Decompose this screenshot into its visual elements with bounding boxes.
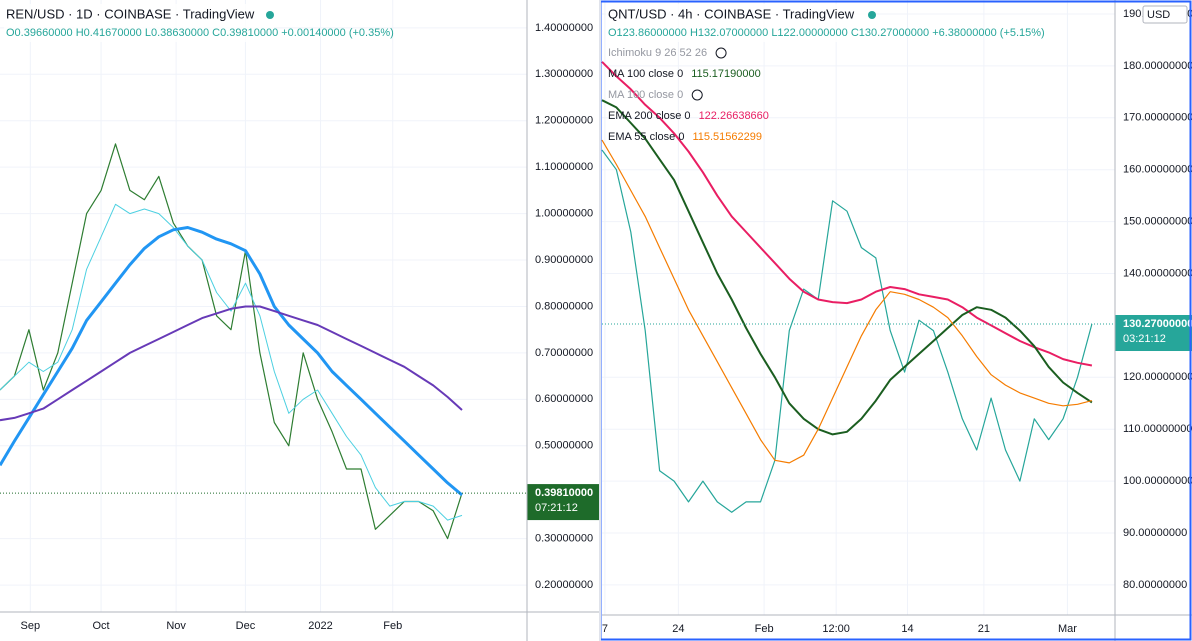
x-tick-label: Sep — [21, 620, 41, 632]
price-tag — [527, 484, 600, 521]
y-tick-label: 150.00000000 — [1123, 216, 1192, 228]
currency-box[interactable] — [1142, 5, 1188, 24]
x-tick-label: 14 — [901, 623, 913, 635]
x-tick-label: 21 — [978, 623, 990, 635]
y-tick-label: 1.10000000 — [535, 161, 593, 173]
y-tick-label: 0.90000000 — [535, 254, 593, 266]
hidden-icon[interactable] — [715, 47, 727, 59]
countdown: 07:21:12 — [535, 502, 578, 514]
price-tag — [1115, 315, 1192, 352]
price-line — [0, 203, 463, 521]
y-tick-label: 100.00000000 — [1123, 475, 1192, 487]
indicator-value: 115.51562299 — [692, 131, 762, 143]
y-tick-label: 170.00000000 — [1123, 112, 1192, 124]
x-tick-label: Oct — [93, 620, 110, 632]
y-tick-label: 80.00000000 — [1123, 579, 1187, 591]
price-line — [0, 226, 463, 497]
y-tick-label: 0.20000000 — [535, 579, 593, 591]
x-tick-label: Nov — [166, 620, 186, 632]
x-tick-label: 7 — [602, 623, 608, 635]
x-tick-label: Dec — [236, 620, 256, 632]
price-line — [0, 143, 463, 540]
hidden-icon[interactable] — [691, 89, 703, 101]
y-tick-label: 0.80000000 — [535, 300, 593, 312]
indicator-label[interactable]: MA 100 close 0 — [608, 68, 683, 80]
y-tick-label: 1.40000000 — [535, 22, 593, 34]
indicator-value: 122.26638660 — [699, 110, 769, 122]
price-line — [0, 305, 463, 422]
y-tick-label: 1.20000000 — [535, 115, 593, 127]
y-tick-label: 160.00000000 — [1123, 164, 1192, 176]
indicator-label[interactable]: EMA 200 close 0 — [608, 110, 691, 122]
price-line — [601, 61, 1093, 367]
y-tick-label: 0.60000000 — [535, 393, 593, 405]
y-tick-label: 140.00000000 — [1123, 267, 1192, 279]
ohlc: O0.39660000 H0.41670000 L0.38630000 C0.3… — [6, 27, 394, 39]
ohlc: O123.86000000 H132.07000000 L122.0000000… — [608, 27, 1045, 39]
x-tick-label: 12:00 — [822, 623, 850, 635]
chart-panel: 190.00000000180.00000000170.00000000160.… — [601, 0, 1192, 641]
price-line — [601, 99, 1093, 436]
chart-panel: 1.40000000 1.30000000 1.20000000 1.10000000… — [0, 0, 600, 641]
y-tick-label: 0.50000000 — [535, 440, 593, 452]
x-tick-label: Feb — [383, 620, 402, 632]
status-dot — [868, 11, 876, 19]
y-tick-label: 1.30000000 — [535, 68, 593, 80]
y-tick-label: 120.00000000 — [1123, 371, 1192, 383]
y-tick-label: 110.00000000 — [1123, 423, 1192, 435]
symbol-title: QNT/USD · 4h · COINBASE · TradingView — [608, 6, 855, 21]
indicator-label[interactable]: Ichimoku 9 26 52 26 — [608, 47, 707, 59]
currency[interactable]: USD — [1147, 9, 1170, 21]
y-tick-label: 90.00000000 — [1123, 527, 1187, 539]
price-line — [601, 149, 1093, 513]
active-frame — [599, 0, 1192, 641]
countdown: 03:21:12 — [1123, 333, 1166, 345]
x-tick-label: 2022 — [308, 620, 332, 632]
y-tick-label: 0.30000000 — [535, 533, 593, 545]
header-bg — [606, 4, 876, 42]
symbol-title: REN/USD · 1D · COINBASE · TradingView — [6, 6, 255, 21]
indicator-label[interactable]: MA 100 close 0 — [608, 89, 683, 101]
price-tag-label: 0.39810000 — [535, 487, 593, 499]
indicator-value: 115.17190000 — [691, 68, 761, 80]
x-tick-label: 24 — [672, 623, 684, 635]
header-bg — [4, 4, 274, 42]
price-tag-label: 130.27000000 — [1123, 318, 1192, 330]
x-tick-label: Mar — [1058, 623, 1077, 635]
status-dot — [266, 11, 274, 19]
indicator-label[interactable]: EMA 55 close 0 — [608, 131, 684, 143]
x-tick-label: Feb — [755, 623, 774, 635]
y-tick-label: 180.00000000 — [1123, 60, 1192, 72]
price-line — [601, 139, 1093, 464]
y-tick-label: 1.00000000 — [535, 208, 593, 220]
y-tick-label: 0.70000000 — [535, 347, 593, 359]
